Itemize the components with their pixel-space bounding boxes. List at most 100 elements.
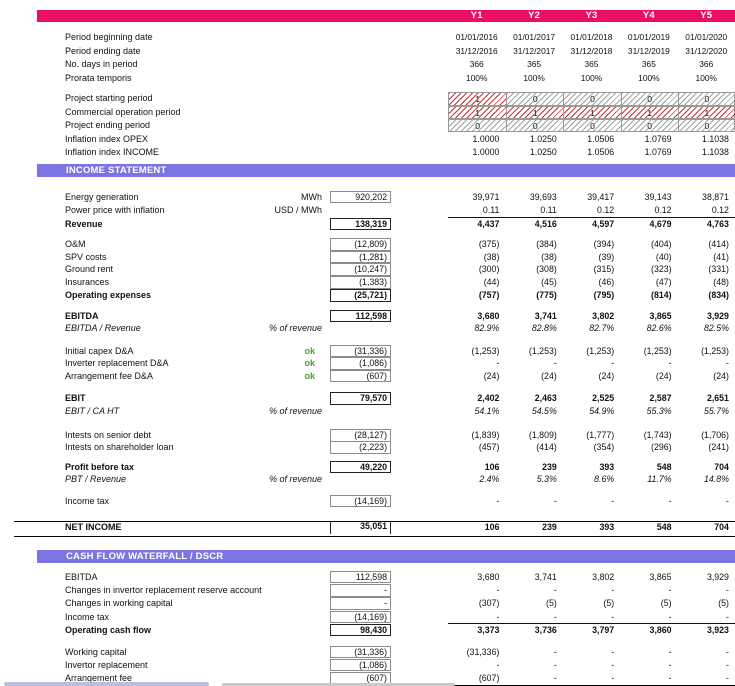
year-cell-y5: 31/12/2020 (685, 45, 728, 56)
year-cell-y4: - (668, 358, 672, 368)
year-cell-y3: 31/12/2018 (570, 45, 613, 56)
year-cell-y3: (795) (593, 290, 615, 301)
year-cell-y5: 01/01/2020 (685, 32, 728, 43)
row-label: Ground rent (65, 264, 114, 275)
year-cell-y5: 3,929 (706, 310, 729, 321)
year-cell-y2: 39,693 (529, 191, 557, 202)
table-row: Arrangement fee D&A ok (607) (24) (24) (24) (2… (0, 369, 735, 383)
year-label-y1: Y1 (470, 10, 483, 21)
flag-cell-y1: 0 (449, 120, 507, 132)
year-cell-y2: (308) (536, 264, 557, 275)
year-cell-y4: 0.12 (654, 205, 672, 216)
year-cell-y2: - (553, 611, 557, 622)
year-cell-y3: 01/01/2018 (570, 32, 613, 43)
year-cell-y4: 82.6% (646, 323, 672, 333)
year-cell-y4: 100% (638, 72, 660, 83)
table-row: NET INCOME 35,051 106 239 393 548 704 (0, 521, 735, 535)
year-cell-y1: - (496, 358, 500, 368)
year-cell-y2: 239 (542, 522, 557, 533)
row-label: EBITDA (65, 310, 99, 321)
table-row: Working capital (31,336) (31,336) - - - - (0, 645, 735, 659)
row-label: Inverter replacement D&A (65, 358, 169, 368)
year-cell-y4: - (668, 672, 672, 683)
year-values: 82.9% 82.8% 82.7% 82.6% 82.5% (448, 322, 735, 335)
table-row: Insurances (1,383) (44) (45) (46) (47) (48) (0, 276, 735, 290)
year-cell-y3: (46) (598, 277, 615, 288)
table-row: Inverter replacement D&A ok (1,086) - - - - - (0, 357, 735, 370)
row-label: Period beginning date (65, 32, 153, 43)
flag-cell-y3: 1 (563, 106, 621, 119)
year-cell-y5: 3,923 (706, 624, 729, 635)
row-label: Commercial operation period (65, 106, 181, 117)
year-cell-y5: (241) (708, 442, 729, 453)
year-cell-y3: (5) (603, 598, 615, 609)
total-value-box: (10,247) (330, 263, 391, 277)
year-cell-y5: 2,651 (706, 393, 729, 404)
year-cell-y1: 2,402 (477, 393, 500, 404)
row-label: Prorata temporis (65, 72, 132, 83)
year-cell-y2: (1,253) (528, 345, 557, 356)
table-row: Period ending date 31/12/2016 31/12/2017 31… (0, 45, 735, 58)
table-row: Invertor replacement (1,086) - - - - - (0, 658, 735, 672)
year-cell-y3: 3,797 (592, 624, 615, 635)
year-cell-y1: 54.1% (474, 405, 500, 416)
year-cell-y4: (404) (651, 239, 672, 249)
year-cell-y3: 365 (584, 59, 599, 70)
year-cell-y3: 393 (599, 522, 615, 533)
total-value-box: (607) (330, 369, 391, 383)
year-cell-y5: 3,929 (706, 571, 729, 582)
year-cell-y5: (834) (708, 290, 729, 301)
year-cell-y5: (1,706) (701, 430, 729, 440)
ok-status-badge: ok (304, 358, 315, 368)
year-cell-y4: 4,679 (649, 218, 672, 229)
row-label: EBITDA (65, 571, 98, 582)
year-cell-y1: 3,680 (477, 310, 500, 321)
total-value-box: (14,169) (330, 494, 391, 508)
flag-cell-y4: 0 (620, 93, 678, 105)
section-title: INCOME STATEMENT (66, 164, 167, 176)
horizontal-scrollbar-thumb-left[interactable] (4, 682, 209, 686)
horizontal-scrollbar-thumb-right[interactable] (222, 682, 455, 686)
table-row: Intests on senior debt (28,127) (1,839) (1,… (0, 429, 735, 442)
year-cell-y4: 3,860 (649, 624, 672, 635)
year-cell-y4: (47) (655, 277, 672, 288)
total-value-box: 35,051 (330, 521, 391, 535)
year-cell-y4: - (668, 659, 672, 670)
year-values: (757) (775) (795) (814) (834) (448, 289, 735, 302)
year-cell-y4: (1,253) (643, 345, 672, 356)
year-cell-y5: (5) (718, 598, 729, 609)
flag-cell-y4: 1 (620, 106, 678, 119)
year-values: (1,839) (1,809) (1,777) (1,743) (1,706) (448, 429, 735, 442)
row-label: Operating cash flow (65, 624, 152, 635)
net-income-top-rule (14, 520, 735, 522)
year-values: (1,253) (1,253) (1,253) (1,253) (1,253) (448, 345, 735, 358)
year-cell-y1: (300) (478, 264, 500, 275)
year-values: 3,373 3,736 3,797 3,860 3,923 (448, 624, 735, 637)
year-cell-y1: (307) (478, 598, 500, 609)
year-cell-y4: 365 (641, 59, 656, 70)
year-cell-y4: (5) (660, 598, 672, 609)
year-cell-y4: 39,143 (644, 191, 672, 202)
year-cell-y2: 54.5% (531, 405, 557, 416)
total-value-box: (31,336) (330, 344, 391, 358)
row-label: No. days in period (65, 59, 138, 70)
ok-status-badge: ok (304, 345, 315, 356)
year-cell-y4: - (668, 585, 672, 595)
year-cell-y2: 3,741 (534, 571, 557, 582)
year-cell-y2: 01/01/2017 (513, 32, 556, 43)
year-cell-y2: - (553, 646, 557, 657)
table-row: Revenue 138,319 4,437 4,516 4,597 4,679 4,763 (0, 216, 735, 231)
flag-cell-y2: 1 (506, 106, 564, 119)
year-cell-y2: 239 (542, 461, 557, 472)
year-cell-y5: - (726, 646, 729, 657)
flag-cell-y1: 1 (449, 93, 507, 105)
flag-cell-y1: 1 (449, 106, 507, 119)
table-row: EBITDA 112,598 3,680 3,741 3,802 3,865 3,929 (0, 570, 735, 584)
year-values: 01/01/2016 01/01/2017 01/01/2018 01/01/2019… (448, 31, 735, 44)
year-cell-y2: - (553, 585, 557, 595)
year-values: 100% 100% 100% 100% 100% (448, 72, 735, 85)
row-label: Project starting period (65, 93, 153, 104)
table-row: Operating expenses (25,721) (757) (775) (795… (0, 289, 735, 302)
year-cell-y1: (44) (483, 277, 500, 288)
